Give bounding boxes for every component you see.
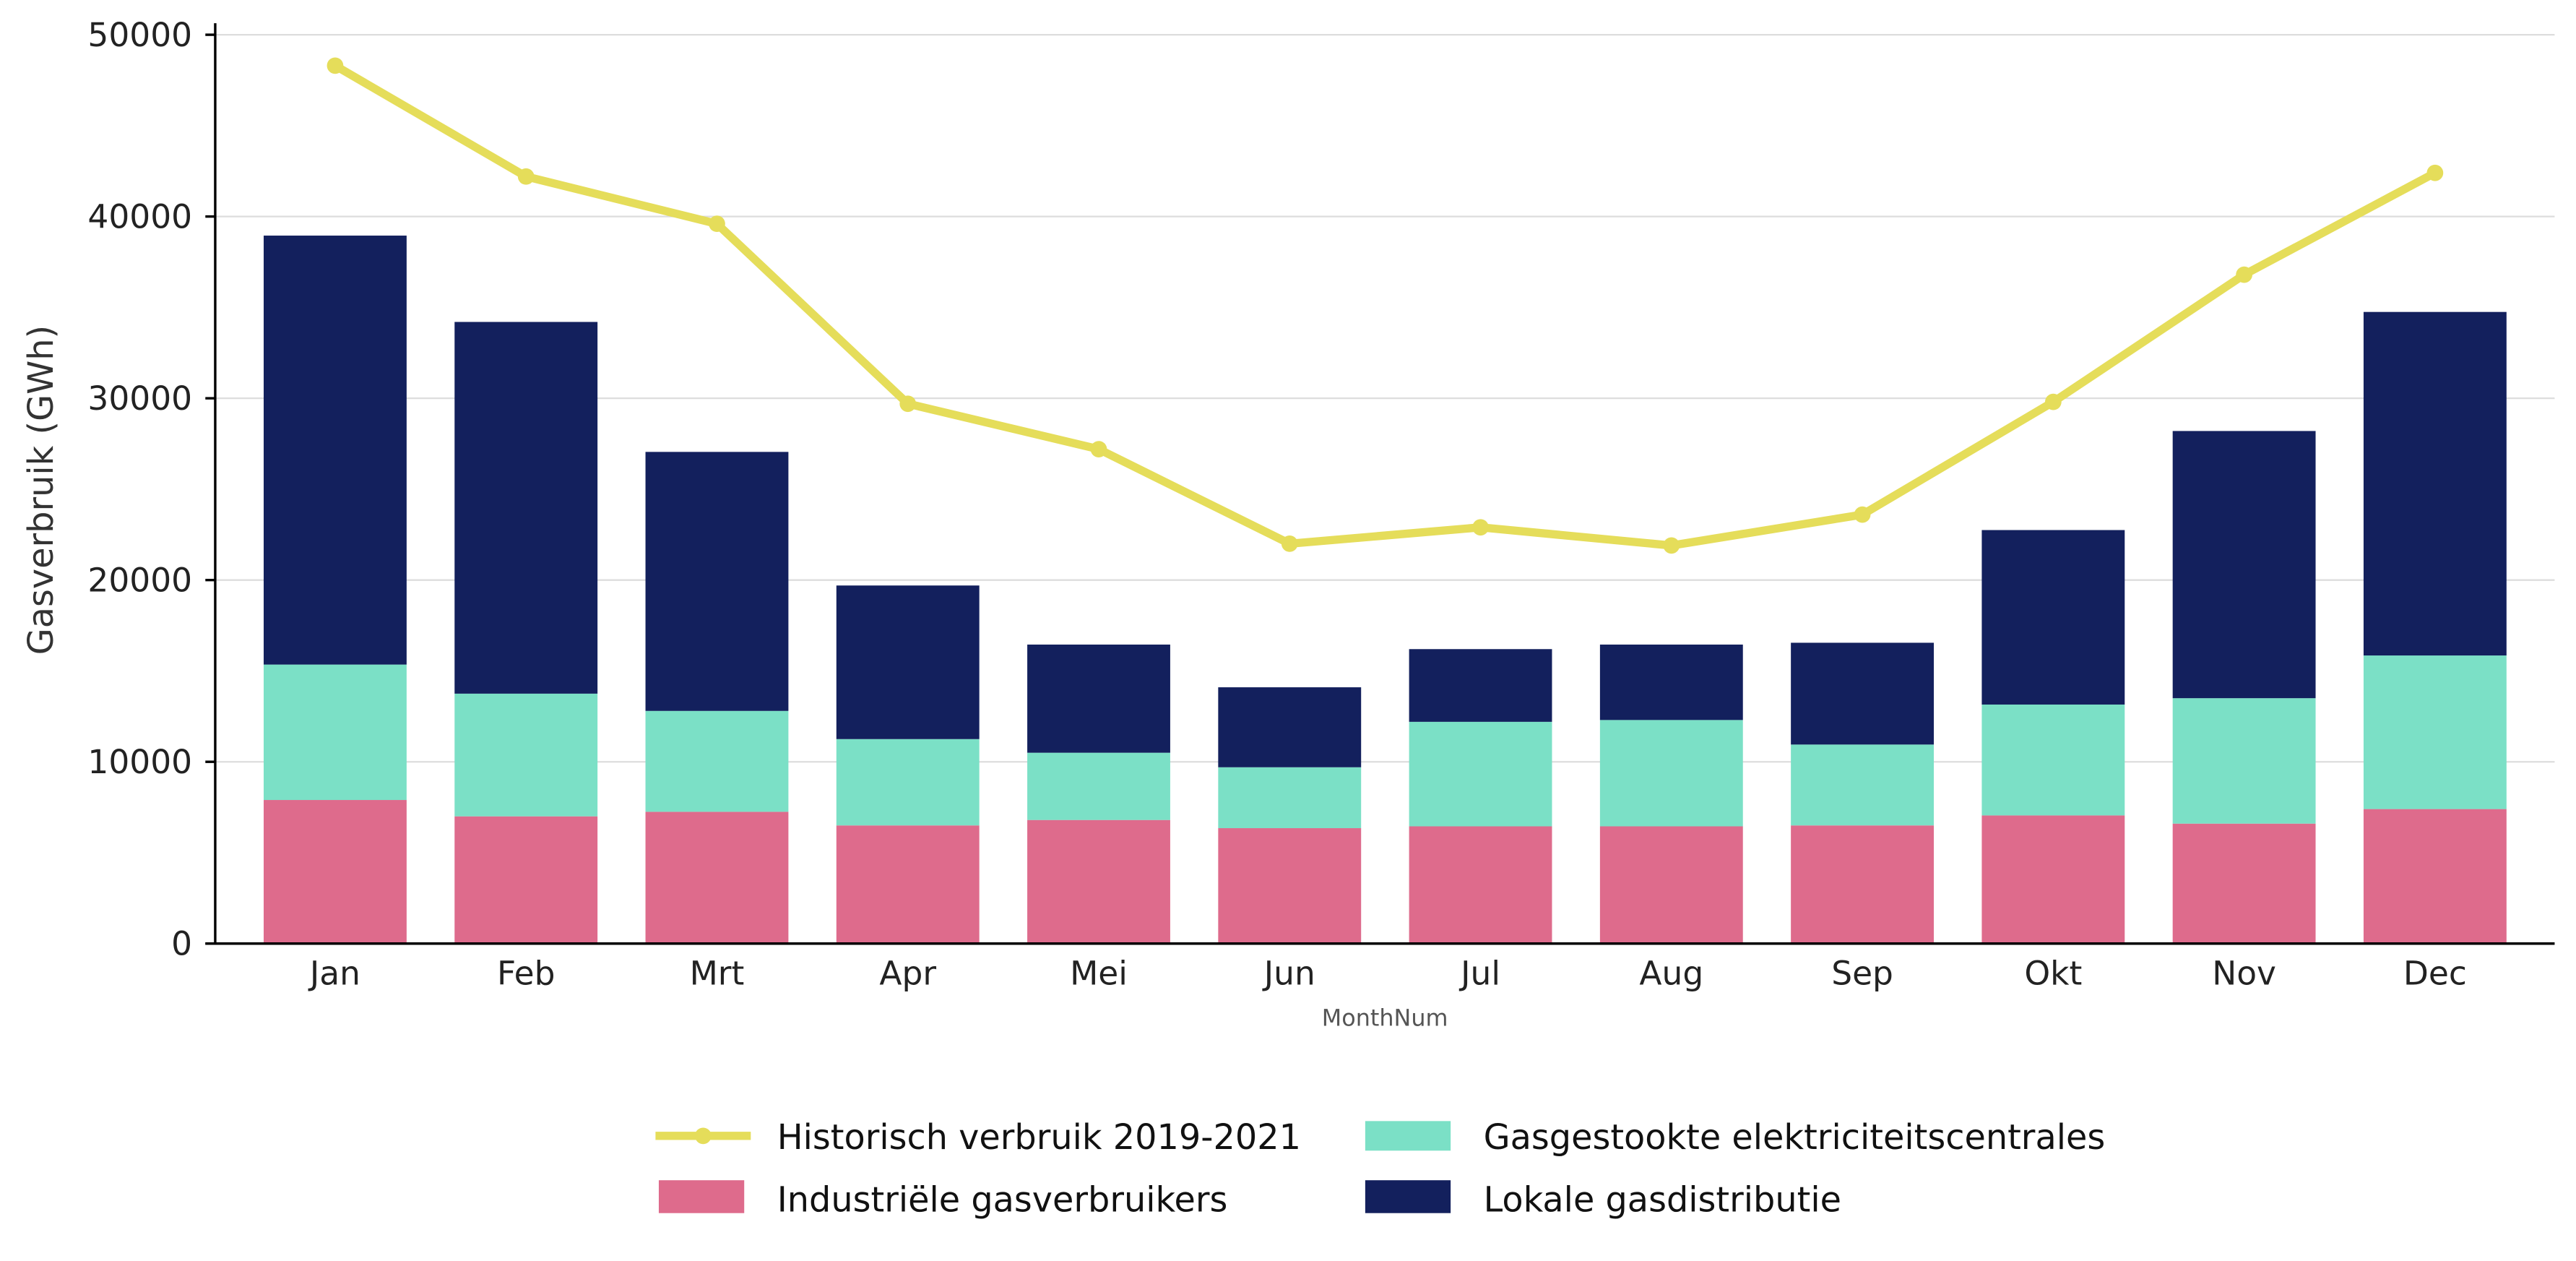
bar-segment: [2363, 655, 2507, 809]
x-tick-label: Jan: [308, 955, 360, 993]
bar-segment: [2172, 698, 2316, 824]
bar-segment: [1409, 721, 1552, 827]
y-axis-title: Gasverbruik (GWh): [22, 325, 61, 655]
axes: [205, 23, 2555, 945]
x-tick-label: Jul: [1458, 955, 1500, 993]
bar-segment: [1981, 704, 2125, 816]
line-point: [1663, 537, 1680, 554]
x-tick-label: Sep: [1831, 955, 1893, 993]
line-point: [1854, 506, 1871, 523]
bar-segment: [264, 800, 407, 944]
legend-item-lokaal: Lokale gasdistributie: [1365, 1180, 1841, 1220]
bar-segment: [1599, 644, 1743, 720]
bar-segment: [2172, 823, 2316, 944]
bar-segment: [1791, 744, 1935, 826]
bar-segment: [264, 236, 407, 665]
bar-segment: [1027, 819, 1170, 944]
bar-segment: [1409, 826, 1552, 944]
x-tick-labels: Jan Feb Mrt Apr Mei Jun Jul Aug Sep Okt Nov Dec: [308, 955, 2467, 993]
x-tick-label: Okt: [2024, 955, 2082, 993]
y-tick-label: 50000: [87, 16, 192, 54]
y-tick-label: 10000: [87, 743, 192, 781]
bar-segment: [1981, 815, 2125, 944]
line-path: [333, 61, 2437, 550]
legend-item-historic: Historisch verbruik 2019-2021: [655, 1118, 1301, 1158]
gridlines: [215, 33, 2555, 763]
bar-segment: [1027, 644, 1170, 753]
bar-segment: [1218, 687, 1362, 767]
line-point: [517, 168, 535, 185]
legend-swatch: [1365, 1180, 1451, 1213]
legend: Historisch verbruik 2019-2021 Gasgestook…: [655, 1118, 2105, 1220]
bar-segment: [645, 452, 789, 711]
bar-segment: [1791, 825, 1935, 944]
bar-segment: [836, 585, 980, 739]
legend-label: Industriële gasverbruikers: [777, 1180, 1228, 1220]
bar-segment: [836, 739, 980, 826]
x-tick-label: Aug: [1639, 955, 1703, 993]
legend-item-gascentrales: Gasgestookte elektriciteitscentrales: [1365, 1118, 2105, 1158]
y-tick-label: 40000: [87, 198, 192, 236]
bar-segment: [645, 812, 789, 944]
bar-segment: [836, 825, 980, 944]
historic-line: [327, 57, 2444, 554]
x-tick-label: Nov: [2212, 955, 2276, 993]
bar-segment: [2363, 311, 2507, 656]
bar-segment: [1599, 720, 1743, 827]
line-point: [2236, 266, 2252, 283]
x-tick-label: Feb: [497, 955, 556, 993]
line-point: [1090, 441, 1107, 457]
bar-segment: [454, 322, 598, 694]
legend-swatch: [1365, 1121, 1451, 1151]
line-point: [327, 57, 344, 74]
y-tick-label: 30000: [87, 379, 192, 418]
bar-segment: [454, 816, 598, 944]
x-tick-label: Mei: [1070, 955, 1128, 993]
line-point: [899, 395, 917, 413]
legend-label: Lokale gasdistributie: [1484, 1180, 1841, 1220]
line-point: [2044, 393, 2062, 410]
bar-segment: [2172, 431, 2316, 699]
x-tick-label: Jun: [1262, 955, 1315, 993]
x-axis-title: MonthNum: [1322, 1004, 1448, 1031]
bar-segment: [1218, 767, 1362, 829]
x-tick-label: Mrt: [690, 955, 745, 993]
legend-marker: [695, 1127, 712, 1145]
bar-segment: [645, 710, 789, 812]
legend-label: Historisch verbruik 2019-2021: [777, 1118, 1301, 1158]
bar-segment: [264, 664, 407, 801]
y-tick-label: 0: [171, 925, 192, 963]
bar-segment: [2363, 809, 2507, 944]
bar-segment: [1599, 826, 1743, 944]
line-point: [1472, 519, 1489, 536]
legend-label: Gasgestookte elektriciteitscentrales: [1484, 1118, 2106, 1158]
legend-item-industrie: Industriële gasverbruikers: [658, 1180, 1228, 1220]
line-point: [1281, 535, 1298, 552]
y-tick-labels: 0 10000 20000 30000 40000 50000: [87, 16, 215, 963]
bar-segment: [1791, 642, 1935, 745]
legend-swatch: [658, 1180, 745, 1213]
bar-segment: [454, 693, 598, 817]
x-tick-label: Dec: [2403, 955, 2467, 993]
x-tick-label: Apr: [879, 955, 936, 993]
line-point: [709, 215, 725, 233]
bar-segment: [1409, 649, 1552, 722]
bar-segment: [1027, 752, 1170, 820]
bar-segment: [1981, 530, 2125, 705]
y-tick-label: 20000: [87, 561, 192, 600]
line-point: [2426, 164, 2444, 181]
bar-segment: [1218, 828, 1362, 944]
bars: [264, 236, 2507, 944]
